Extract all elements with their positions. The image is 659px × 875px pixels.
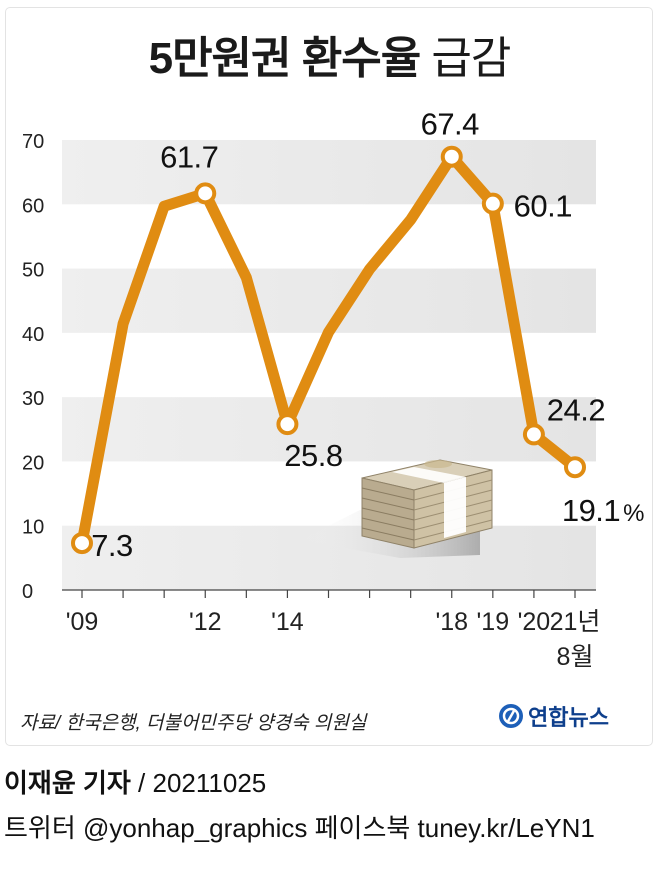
x-tick-label-line2: 8월 [557,643,594,671]
yonhap-logo: 연합뉴스 [498,700,609,732]
chart-title: 5만원권 환수율 급감 [0,22,659,86]
y-tick-label: 40 [22,324,44,346]
x-tick-label: '20 [518,608,551,636]
x-axis: '09 '12 '14 '18 '19 '20 21년 8월 [62,589,601,671]
data-point-marker [481,192,504,215]
data-label: 7.3 [91,528,133,563]
data-label: 25.8 [284,438,342,473]
grid-band [62,140,596,205]
publish-date: / 20211025 [130,768,267,798]
data-point-marker [71,532,93,555]
source-note: 자료/ 한국은행, 더불어민주당 양경숙 의원실 [20,713,367,734]
x-tick-label: '09 [66,608,99,636]
chart-title-bold: 5만원권 환수율 [148,34,422,83]
data-point-marker [194,182,217,205]
y-tick-label: 60 [22,195,44,217]
series-line [76,151,581,549]
series-markers [71,145,586,555]
social-credit: 트위터 @yonhap_graphics 페이스북 tuney.kr/LeYN1 [4,813,595,843]
x-tick-label: '18 [435,608,468,636]
x-tick-label: '19 [477,608,510,636]
x-tick-label: '14 [271,608,304,636]
chart-title-light: 급감 [431,34,511,83]
yonhap-logo-text: 연합뉴스 [528,705,609,730]
data-label: 67.4 [421,107,480,142]
money-bundle-icon [300,459,493,558]
data-point-marker [440,145,463,168]
x-tick-label: 21년 [550,608,601,636]
data-labels: 7.3 61.7 25.8 67.4 60.1 24.2 19.1% [91,107,644,563]
data-label: 61.7 [160,139,218,174]
percent-unit-label: % [623,500,644,527]
grid-band [62,397,596,462]
y-tick-label: 30 [22,388,44,410]
reporter-credit: 이재윤 기자 / 20211025 [4,763,266,800]
data-point-marker [564,456,586,479]
yonhap-logo-icon [499,704,523,728]
y-tick-label: 10 [22,517,44,539]
y-tick-label: 50 [22,260,44,282]
y-tick-label: 20 [22,452,44,474]
data-label: 19.1 [562,493,620,528]
data-label: 24.2 [547,392,605,427]
y-tick-label: 0 [22,581,33,603]
data-label: 60.1 [514,189,572,224]
y-axis: 0 10 20 30 40 50 60 70 [22,131,44,603]
x-tick-label: '12 [189,608,222,636]
data-point-marker [522,423,545,446]
y-tick-label: 70 [22,131,44,153]
data-point-marker [276,413,299,436]
reporter-name: 이재윤 기자 [4,768,131,798]
